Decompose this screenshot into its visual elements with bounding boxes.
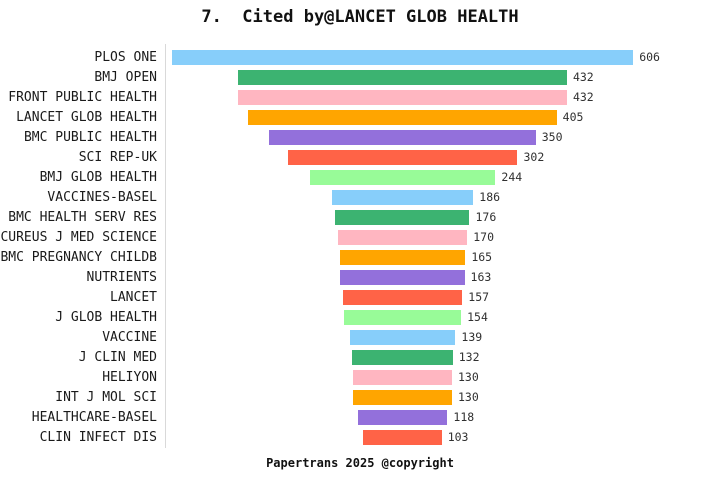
value-label: 186 bbox=[479, 190, 501, 204]
value-label: 139 bbox=[461, 330, 483, 344]
bar bbox=[171, 50, 634, 65]
value-label: 405 bbox=[562, 110, 584, 124]
value-label: 302 bbox=[523, 150, 545, 164]
value-label: 350 bbox=[541, 130, 563, 144]
value-label: 130 bbox=[457, 390, 479, 404]
category-label: HEALTHCARE-BASEL bbox=[31, 410, 157, 425]
category-label: J GLOB HEALTH bbox=[55, 310, 157, 325]
category-label: BMC PUBLIC HEALTH bbox=[23, 130, 157, 145]
value-label: 154 bbox=[467, 310, 488, 324]
bar bbox=[335, 210, 470, 225]
category-label: HELIYON bbox=[102, 370, 157, 385]
category-label: CLIN INFECT DIS bbox=[39, 430, 157, 445]
category-label: LANCET bbox=[110, 290, 157, 305]
copyright-footer: Papertrans 2025 @copyright bbox=[266, 456, 454, 470]
bar bbox=[238, 90, 567, 105]
category-label: CUREUS J MED SCIENCE bbox=[0, 230, 157, 245]
category-label: BMJ OPEN bbox=[94, 70, 157, 85]
category-label: BMC HEALTH SERV RES bbox=[8, 210, 157, 225]
bar bbox=[309, 170, 496, 185]
value-label: 157 bbox=[468, 290, 490, 304]
chart-title: 7. Cited by@LANCET GLOB HEALTH bbox=[201, 7, 519, 27]
value-label: 132 bbox=[458, 350, 480, 364]
bar bbox=[349, 330, 456, 345]
value-label: 170 bbox=[473, 230, 494, 244]
category-label: PLOS ONE bbox=[94, 50, 157, 65]
bar bbox=[238, 70, 567, 85]
category-label: SCI REP-UK bbox=[78, 150, 157, 165]
bar bbox=[248, 110, 557, 125]
bar bbox=[343, 310, 462, 325]
category-label: FRONT PUBLIC HEALTH bbox=[8, 90, 157, 105]
bar bbox=[331, 190, 474, 205]
bar bbox=[353, 390, 452, 405]
bar bbox=[340, 270, 465, 285]
value-label: 165 bbox=[471, 250, 493, 264]
value-label: 432 bbox=[572, 70, 594, 84]
bar bbox=[342, 290, 463, 305]
category-label: VACCINES-BASEL bbox=[47, 190, 157, 205]
bar bbox=[287, 150, 518, 165]
bar bbox=[352, 350, 453, 365]
category-label: J CLIN MED bbox=[78, 350, 157, 365]
bar bbox=[357, 410, 448, 425]
bar bbox=[337, 230, 468, 245]
value-label: 176 bbox=[475, 210, 497, 224]
bar bbox=[353, 370, 452, 385]
value-label: 606 bbox=[639, 50, 660, 64]
category-label: NUTRIENTS bbox=[86, 270, 157, 285]
category-label: INT J MOL SCI bbox=[55, 390, 157, 405]
category-label: BMC PREGNANCY CHILDB bbox=[0, 250, 157, 265]
category-label: VACCINE bbox=[102, 330, 157, 345]
value-label: 163 bbox=[470, 270, 492, 284]
value-label: 118 bbox=[453, 410, 475, 424]
y-axis-line bbox=[165, 44, 166, 448]
category-label: LANCET GLOB HEALTH bbox=[16, 110, 157, 125]
bar bbox=[363, 430, 442, 445]
value-label: 103 bbox=[447, 430, 469, 444]
value-label: 432 bbox=[572, 90, 594, 104]
bar bbox=[339, 250, 466, 265]
bar bbox=[269, 130, 536, 145]
value-label: 130 bbox=[457, 370, 479, 384]
category-label: BMJ GLOB HEALTH bbox=[39, 170, 157, 185]
value-label: 244 bbox=[501, 170, 523, 184]
